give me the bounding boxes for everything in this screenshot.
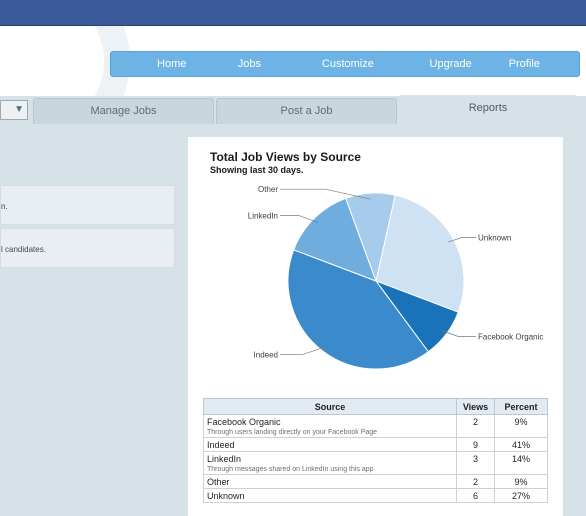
nav-profile[interactable]: Profile <box>508 58 540 70</box>
col-header-views: Views <box>456 398 495 415</box>
chevron-down-icon: ▼ <box>14 104 24 115</box>
views-cell: 2 <box>456 414 495 438</box>
pie-label: Unknown <box>478 233 511 242</box>
nav-customize[interactable]: Customize <box>321 58 374 70</box>
job-select-dropdown[interactable]: ▼ <box>0 100 28 120</box>
source-cell: Unknown <box>203 488 457 503</box>
pie-slice-unknown <box>375 194 465 313</box>
source-cell: Indeed <box>203 437 457 452</box>
nav-upgrade[interactable]: Upgrade <box>429 58 472 70</box>
table-row: Other 2 9% <box>203 474 548 489</box>
source-name: Other <box>207 477 230 487</box>
report-title: Total Job Views by Source <box>210 150 361 164</box>
source-table-wrap: Source Views Percent Facebook Organic Thr… <box>203 398 548 516</box>
col-header-percent: Percent <box>494 398 548 415</box>
table-row: Indeed 9 41% <box>203 437 548 452</box>
percent-cell: 9% <box>494 414 548 438</box>
pie-slice-indeed <box>287 249 430 370</box>
pie-slice-other <box>345 192 396 283</box>
nav-jobs[interactable]: Jobs <box>237 58 261 70</box>
main-nav: Home Jobs Customize Upgrade Profile <box>110 51 580 77</box>
source-name: Unknown <box>207 491 245 501</box>
percent-cell: 27% <box>494 488 548 503</box>
pie-leader-line <box>441 330 476 337</box>
source-cell: LinkedIn Through messages shared on Linke… <box>203 451 457 475</box>
tab-manage-jobs[interactable]: Manage Jobs <box>33 98 214 124</box>
pie-leader-line <box>448 237 476 243</box>
views-cell: 6 <box>456 488 495 503</box>
percent-cell: 9% <box>494 474 548 489</box>
views-cell: 9 <box>456 437 495 452</box>
views-cell: 2 <box>456 474 495 489</box>
pie-label: Facebook Organic <box>478 333 543 342</box>
source-cell: Other <box>203 474 457 489</box>
source-description: Through users landing directly on your F… <box>207 429 378 436</box>
table-row: Unknown 6 27% <box>203 488 548 503</box>
tab-post-a-job[interactable]: Post a Job <box>216 98 397 124</box>
pie-label: Other <box>258 185 278 194</box>
source-table: Source Views Percent Facebook Organic Thr… <box>203 398 548 503</box>
source-name: LinkedIn <box>207 454 242 464</box>
tab-reports[interactable]: Reports <box>398 95 578 135</box>
panel-edge <box>563 137 586 516</box>
pie-leader-line <box>280 188 371 200</box>
pie-leader-line <box>280 346 327 355</box>
source-cell: Facebook Organic Through users landing di… <box>203 414 457 438</box>
table-row: Facebook Organic Through users landing di… <box>203 414 548 438</box>
source-description: Through messages shared on LinkedIn usin… <box>207 466 374 473</box>
report-subtitle: Showing last 30 days. <box>210 165 304 175</box>
pie-label: LinkedIn <box>248 212 278 221</box>
percent-cell: 41% <box>494 437 548 452</box>
left-info-box: l candidates. <box>0 228 175 268</box>
top-bar <box>0 0 586 26</box>
views-cell: 3 <box>456 451 495 475</box>
percent-cell: 14% <box>494 451 548 475</box>
col-header-source: Source <box>203 398 457 415</box>
left-info-box: n. <box>0 185 175 225</box>
pie-leader-line <box>280 215 319 224</box>
pie-label: Indeed <box>254 350 278 359</box>
pie-chart: Unknown Facebook Organic Indeed LinkedIn Oth… <box>248 185 543 370</box>
pie-slice-linkedin <box>293 197 377 282</box>
table-row: LinkedIn Through messages shared on Linke… <box>203 451 548 475</box>
source-name: Indeed <box>207 440 235 450</box>
source-name: Facebook Organic <box>207 417 281 427</box>
nav-home[interactable]: Home <box>157 58 187 70</box>
